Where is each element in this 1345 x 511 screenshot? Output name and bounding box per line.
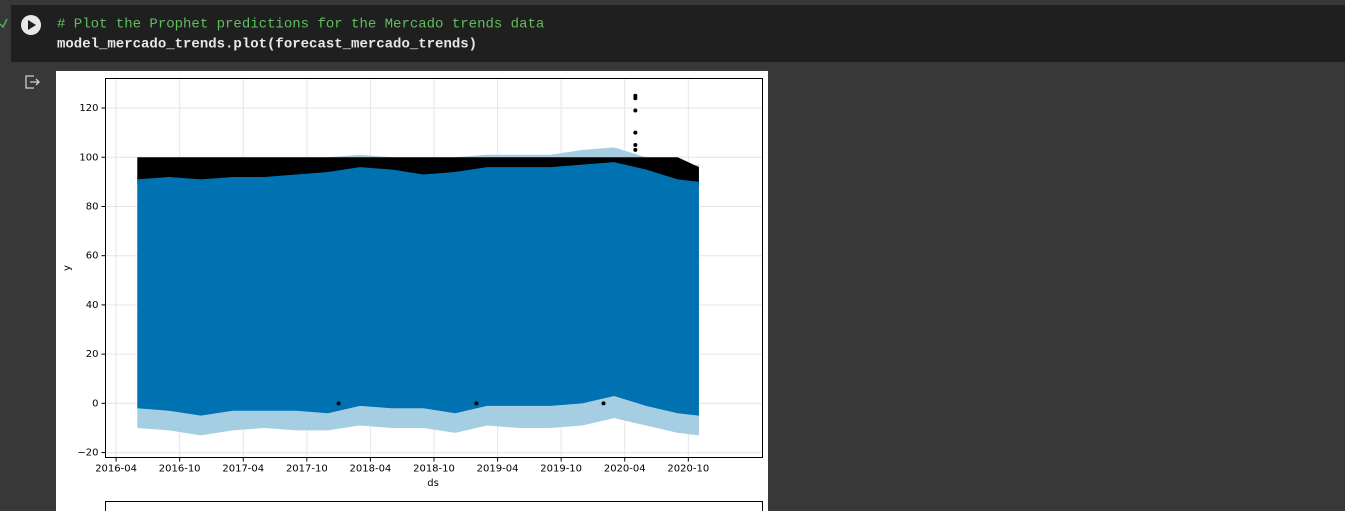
x-tick-label: 2018-10: [413, 464, 455, 475]
y-tick-label: 80: [86, 201, 99, 212]
next-plot-frame: [105, 501, 763, 511]
y-tick-label: 100: [79, 152, 98, 163]
observed-point: [633, 96, 638, 101]
output-icon[interactable]: [25, 75, 40, 89]
x-tick-label: 2020-04: [604, 464, 646, 475]
y-tick-label: 40: [86, 300, 99, 311]
y-tick-label: 60: [86, 251, 99, 262]
x-axis-label: ds: [427, 478, 439, 489]
observed-point: [601, 401, 606, 406]
y-tick-label: 120: [79, 103, 98, 114]
y-tick-label: −20: [77, 448, 98, 459]
x-tick-label: 2017-10: [286, 464, 328, 475]
x-tick-label: 2020-10: [667, 464, 709, 475]
run-status: [0, 18, 8, 29]
code-line: model_mercado_trends.plot(forecast_merca…: [57, 37, 477, 53]
plot: −20 0 20 40 60 80 100 120 2016-04 2016-10 2017-04 2…: [77, 78, 763, 475]
y-axis-label: y: [62, 265, 73, 271]
y-tick-label: 20: [86, 349, 99, 360]
x-tick-label: 2018-04: [350, 464, 392, 475]
observed-point: [633, 108, 638, 113]
observed-point: [633, 130, 638, 135]
code-comment: # Plot the Prophet predictions for the M…: [57, 17, 544, 33]
observed-point: [633, 147, 638, 152]
observed-point: [336, 401, 341, 406]
run-button[interactable]: [21, 15, 41, 35]
x-tick-label: 2016-10: [159, 464, 201, 475]
observed-point: [633, 142, 638, 147]
x-tick-label: 2019-10: [540, 464, 582, 475]
x-tick-label: 2017-04: [222, 464, 264, 475]
observed-point: [474, 401, 479, 406]
plot-frame: [105, 78, 763, 458]
code-cell: [11, 5, 1345, 62]
x-tick-label: 2019-04: [477, 464, 519, 475]
x-tick-label: 2016-04: [95, 464, 137, 475]
y-tick-label: 0: [92, 398, 98, 409]
forecast-band: [137, 162, 699, 416]
